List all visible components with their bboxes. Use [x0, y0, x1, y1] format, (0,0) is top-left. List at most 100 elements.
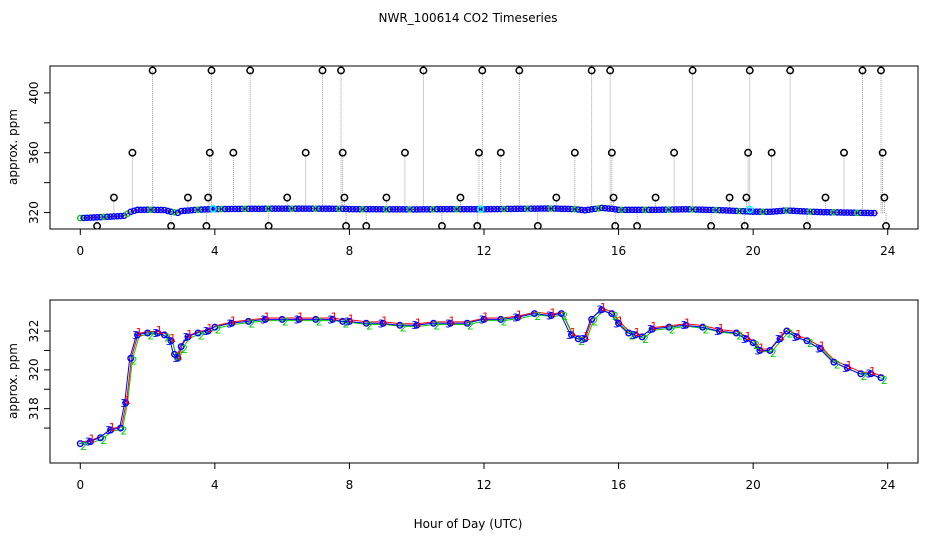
baseline-point [76, 214, 84, 222]
baseline-point [625, 206, 632, 214]
data-point [557, 310, 565, 318]
baseline-point [447, 205, 454, 213]
baseline-point [564, 205, 572, 213]
series-marker-3: 3 [85, 436, 92, 449]
x-tick-label: 0 [76, 478, 84, 492]
series-marker-3: 3 [791, 331, 798, 344]
top-panel-all-data: 0 4 8 12 16 20 24 320 360 400 approx. ppm [6, 65, 919, 258]
series-marker-2: 2 [736, 329, 743, 342]
data-point [625, 329, 633, 337]
baseline-point [150, 206, 158, 214]
baseline-point [510, 205, 518, 213]
flagged-point [419, 66, 428, 75]
baseline-point [615, 206, 622, 214]
series-marker-1: 1 [617, 314, 624, 327]
baseline-point [820, 208, 828, 216]
baseline-point [366, 205, 373, 213]
series-marker-2: 2 [592, 316, 599, 329]
data-point [261, 315, 269, 323]
baseline-point [490, 205, 498, 213]
series-marker-2: 2 [433, 320, 440, 333]
baseline-point [514, 205, 521, 213]
series-marker-1: 1 [169, 332, 176, 345]
series-marker-2: 2 [501, 316, 508, 329]
series-marker-2: 2 [669, 323, 676, 336]
baseline-point [309, 205, 316, 212]
flagged-point [202, 222, 211, 229]
baseline-point [90, 214, 98, 221]
flagged-point [207, 66, 216, 75]
flagged-point [473, 222, 482, 229]
baseline-point [80, 214, 87, 222]
baseline-point [177, 207, 185, 215]
series-marker-3: 3 [815, 343, 822, 356]
baseline-point [433, 205, 441, 213]
baseline-point [268, 205, 276, 213]
series-marker-2: 2 [131, 355, 138, 368]
series-marker-2: 2 [834, 358, 841, 371]
series-marker-3: 3 [260, 313, 267, 326]
baseline-point [662, 206, 669, 213]
data-point [816, 345, 824, 353]
data-point [295, 315, 303, 323]
baseline-point [110, 213, 118, 220]
baseline-point [100, 213, 108, 221]
baseline-point [117, 212, 124, 220]
series-marker-1: 1 [156, 324, 163, 337]
series-marker-2: 2 [770, 347, 777, 360]
baseline-point [578, 206, 585, 214]
baseline-point [399, 206, 407, 213]
series-marker-2: 2 [343, 318, 350, 331]
series-marker-3: 3 [411, 319, 418, 332]
data-point [581, 335, 589, 343]
baseline-point [588, 206, 595, 213]
series-marker-3: 3 [152, 327, 159, 340]
flagged-point [382, 193, 391, 202]
baseline-point [763, 208, 770, 216]
flagged-point [609, 193, 618, 202]
series-marker-1: 1 [516, 309, 523, 322]
baseline-point [292, 205, 299, 212]
baseline-point [393, 206, 400, 213]
baseline-point [339, 205, 346, 213]
baseline-point [659, 206, 666, 213]
plot-frame [49, 65, 919, 230]
cyan-point [209, 205, 217, 213]
flagged-point [515, 66, 524, 75]
data-point [228, 319, 236, 327]
series-marker-2: 2 [578, 335, 585, 348]
baseline-point [605, 205, 612, 212]
data-point [133, 331, 141, 339]
baseline-point [561, 205, 569, 213]
flagged-point [340, 193, 349, 202]
data-point [446, 319, 454, 327]
data-point [86, 438, 94, 446]
flagged-point [740, 222, 749, 229]
flagged-point [318, 66, 327, 75]
series-marker-1: 1 [549, 307, 556, 320]
series-marker-1: 1 [136, 326, 143, 339]
data-point [547, 312, 555, 320]
baseline-point [87, 214, 94, 221]
baseline-point [726, 207, 733, 214]
baseline-point [325, 205, 333, 213]
baseline-point [103, 213, 111, 221]
baseline-point [450, 205, 458, 213]
series-marker-1: 1 [600, 301, 607, 314]
baseline-point [648, 206, 656, 214]
baseline-point [618, 206, 626, 214]
baseline-point [753, 208, 760, 215]
flagged-point [478, 66, 487, 75]
baseline-point [245, 205, 252, 213]
flagged-point [205, 148, 214, 157]
baseline-point [285, 205, 293, 212]
series-marker-1: 1 [264, 310, 271, 323]
baseline-point [665, 206, 673, 213]
baseline-point [827, 208, 834, 216]
baseline-point [463, 205, 471, 213]
y-axis-label: approx. ppm [6, 109, 20, 185]
flagged-point [840, 148, 848, 157]
baseline-point [645, 206, 653, 214]
